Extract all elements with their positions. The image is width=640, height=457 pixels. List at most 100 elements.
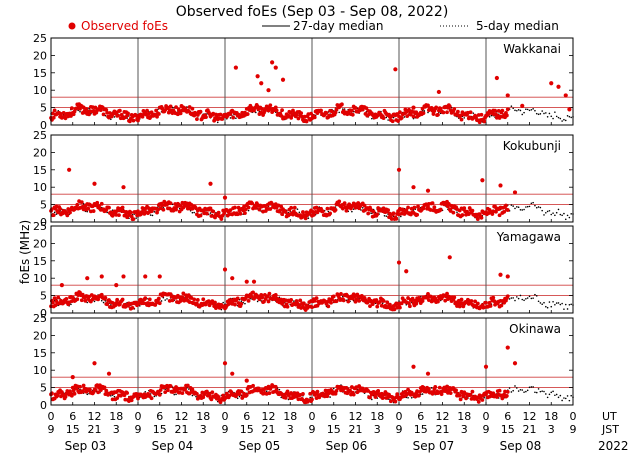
observed-point xyxy=(283,395,288,400)
observed-point xyxy=(154,108,159,113)
median-5day-point xyxy=(517,206,520,208)
observed-point xyxy=(87,294,91,299)
y-tick-label: 25 xyxy=(33,220,47,233)
observed-point xyxy=(411,114,416,119)
observed-point xyxy=(201,297,206,302)
y-tick-label: 10 xyxy=(33,364,47,377)
median-5day-point xyxy=(528,205,531,208)
observed-point xyxy=(391,211,396,216)
median-5day-point xyxy=(563,212,565,215)
observed-point xyxy=(207,392,212,397)
median-5day-point xyxy=(525,297,527,300)
median-5day-point xyxy=(523,208,525,211)
median-5day-point xyxy=(534,204,536,207)
panel-frame xyxy=(50,317,574,406)
observed-point xyxy=(421,111,426,116)
median-5day-point xyxy=(144,390,147,393)
panel-kokubunji: 0 5 10 15 20 25 Kokubunji xyxy=(33,129,574,229)
observed-point xyxy=(473,299,478,304)
median-5day-point xyxy=(541,110,543,112)
median-5day-point xyxy=(135,217,137,219)
x-tick-label-ut: 0 xyxy=(396,410,403,423)
median-5day-point xyxy=(514,299,516,302)
observed-point xyxy=(120,205,125,210)
x-tick-label-ut: 6 xyxy=(156,410,163,423)
x-axis: 0 6 12 18 0 6 12 18 0 6 12 18 0 6 12 18 0 6 12 18 0 6 12 18 09 15… xyxy=(48,410,629,453)
median-5day-point xyxy=(543,390,545,393)
observed-point xyxy=(405,114,410,118)
median-5day-point xyxy=(557,116,560,119)
observed-point xyxy=(181,291,186,296)
observed-spike xyxy=(483,364,489,369)
median-5day-point xyxy=(222,301,224,304)
median-5day-point xyxy=(545,305,547,308)
observed-spike xyxy=(505,274,510,279)
y-tick-label: 15 xyxy=(33,67,47,80)
observed-spike xyxy=(230,371,235,376)
observed-point xyxy=(374,298,379,302)
observed-point xyxy=(221,393,226,398)
observed-spike xyxy=(251,279,257,284)
median-5day-point xyxy=(153,211,156,213)
observed-point xyxy=(445,110,449,115)
median-5day-point xyxy=(385,215,388,217)
observed-point xyxy=(130,306,135,310)
observed-point xyxy=(224,391,229,396)
median-5day-point xyxy=(173,393,176,396)
observed-point xyxy=(249,294,254,299)
median-5day-point xyxy=(525,108,527,111)
x-tick-label-jst: 15 xyxy=(327,423,341,436)
observed-point xyxy=(357,298,362,303)
legend-observed-label: Observed foEs xyxy=(81,19,168,33)
observed-point xyxy=(352,294,357,299)
observed-point xyxy=(52,296,57,301)
median-5day-point xyxy=(526,205,529,208)
median-5day-point xyxy=(546,115,549,118)
median-5day-point xyxy=(106,211,108,214)
observed-point xyxy=(417,393,421,398)
median-5day-point xyxy=(510,391,513,393)
median-5day-point xyxy=(381,302,384,305)
observed-point xyxy=(407,301,411,306)
observed-spike xyxy=(121,185,126,190)
observed-point xyxy=(416,204,420,209)
y-tick-label: 5 xyxy=(40,102,47,115)
median-5day-point xyxy=(534,109,536,112)
x-tick-label-jst: 21 xyxy=(349,423,363,436)
observed-point xyxy=(304,119,309,124)
observed-point xyxy=(436,112,440,117)
median-5day-point xyxy=(510,204,513,206)
observed-point xyxy=(399,116,404,120)
observed-point xyxy=(431,112,436,116)
median-5day-point xyxy=(530,386,533,388)
observed-point xyxy=(452,107,457,111)
observed-point xyxy=(392,307,397,312)
observed-point xyxy=(347,202,352,207)
observed-point xyxy=(216,210,221,215)
observed-point xyxy=(168,201,173,206)
median-5day-point xyxy=(387,119,389,121)
median-5day-point xyxy=(537,206,540,208)
observed-point xyxy=(292,205,297,210)
observed-spike xyxy=(411,105,416,110)
observed-point xyxy=(311,212,316,217)
median-5day-point xyxy=(298,211,301,214)
median-5day-point xyxy=(561,399,563,402)
observed-spike xyxy=(494,75,499,81)
observed-point xyxy=(80,389,85,394)
median-5day-point xyxy=(512,389,514,392)
observed-point xyxy=(198,109,203,114)
panel-wakkanai: 0 5 10 15 20 25 Wakkanai xyxy=(33,32,574,132)
observed-point xyxy=(69,114,73,118)
median-5day-point xyxy=(456,211,458,213)
median-5day-point xyxy=(570,394,572,397)
observed-point xyxy=(390,119,395,124)
observed-point xyxy=(505,107,510,112)
y-tick-label: 25 xyxy=(33,312,47,325)
observed-spike xyxy=(222,267,228,272)
panel-frame xyxy=(50,225,574,314)
median-5day-point xyxy=(166,298,168,300)
median-5day-point xyxy=(53,211,56,214)
observed-point xyxy=(65,213,70,218)
observed-point xyxy=(385,300,390,305)
